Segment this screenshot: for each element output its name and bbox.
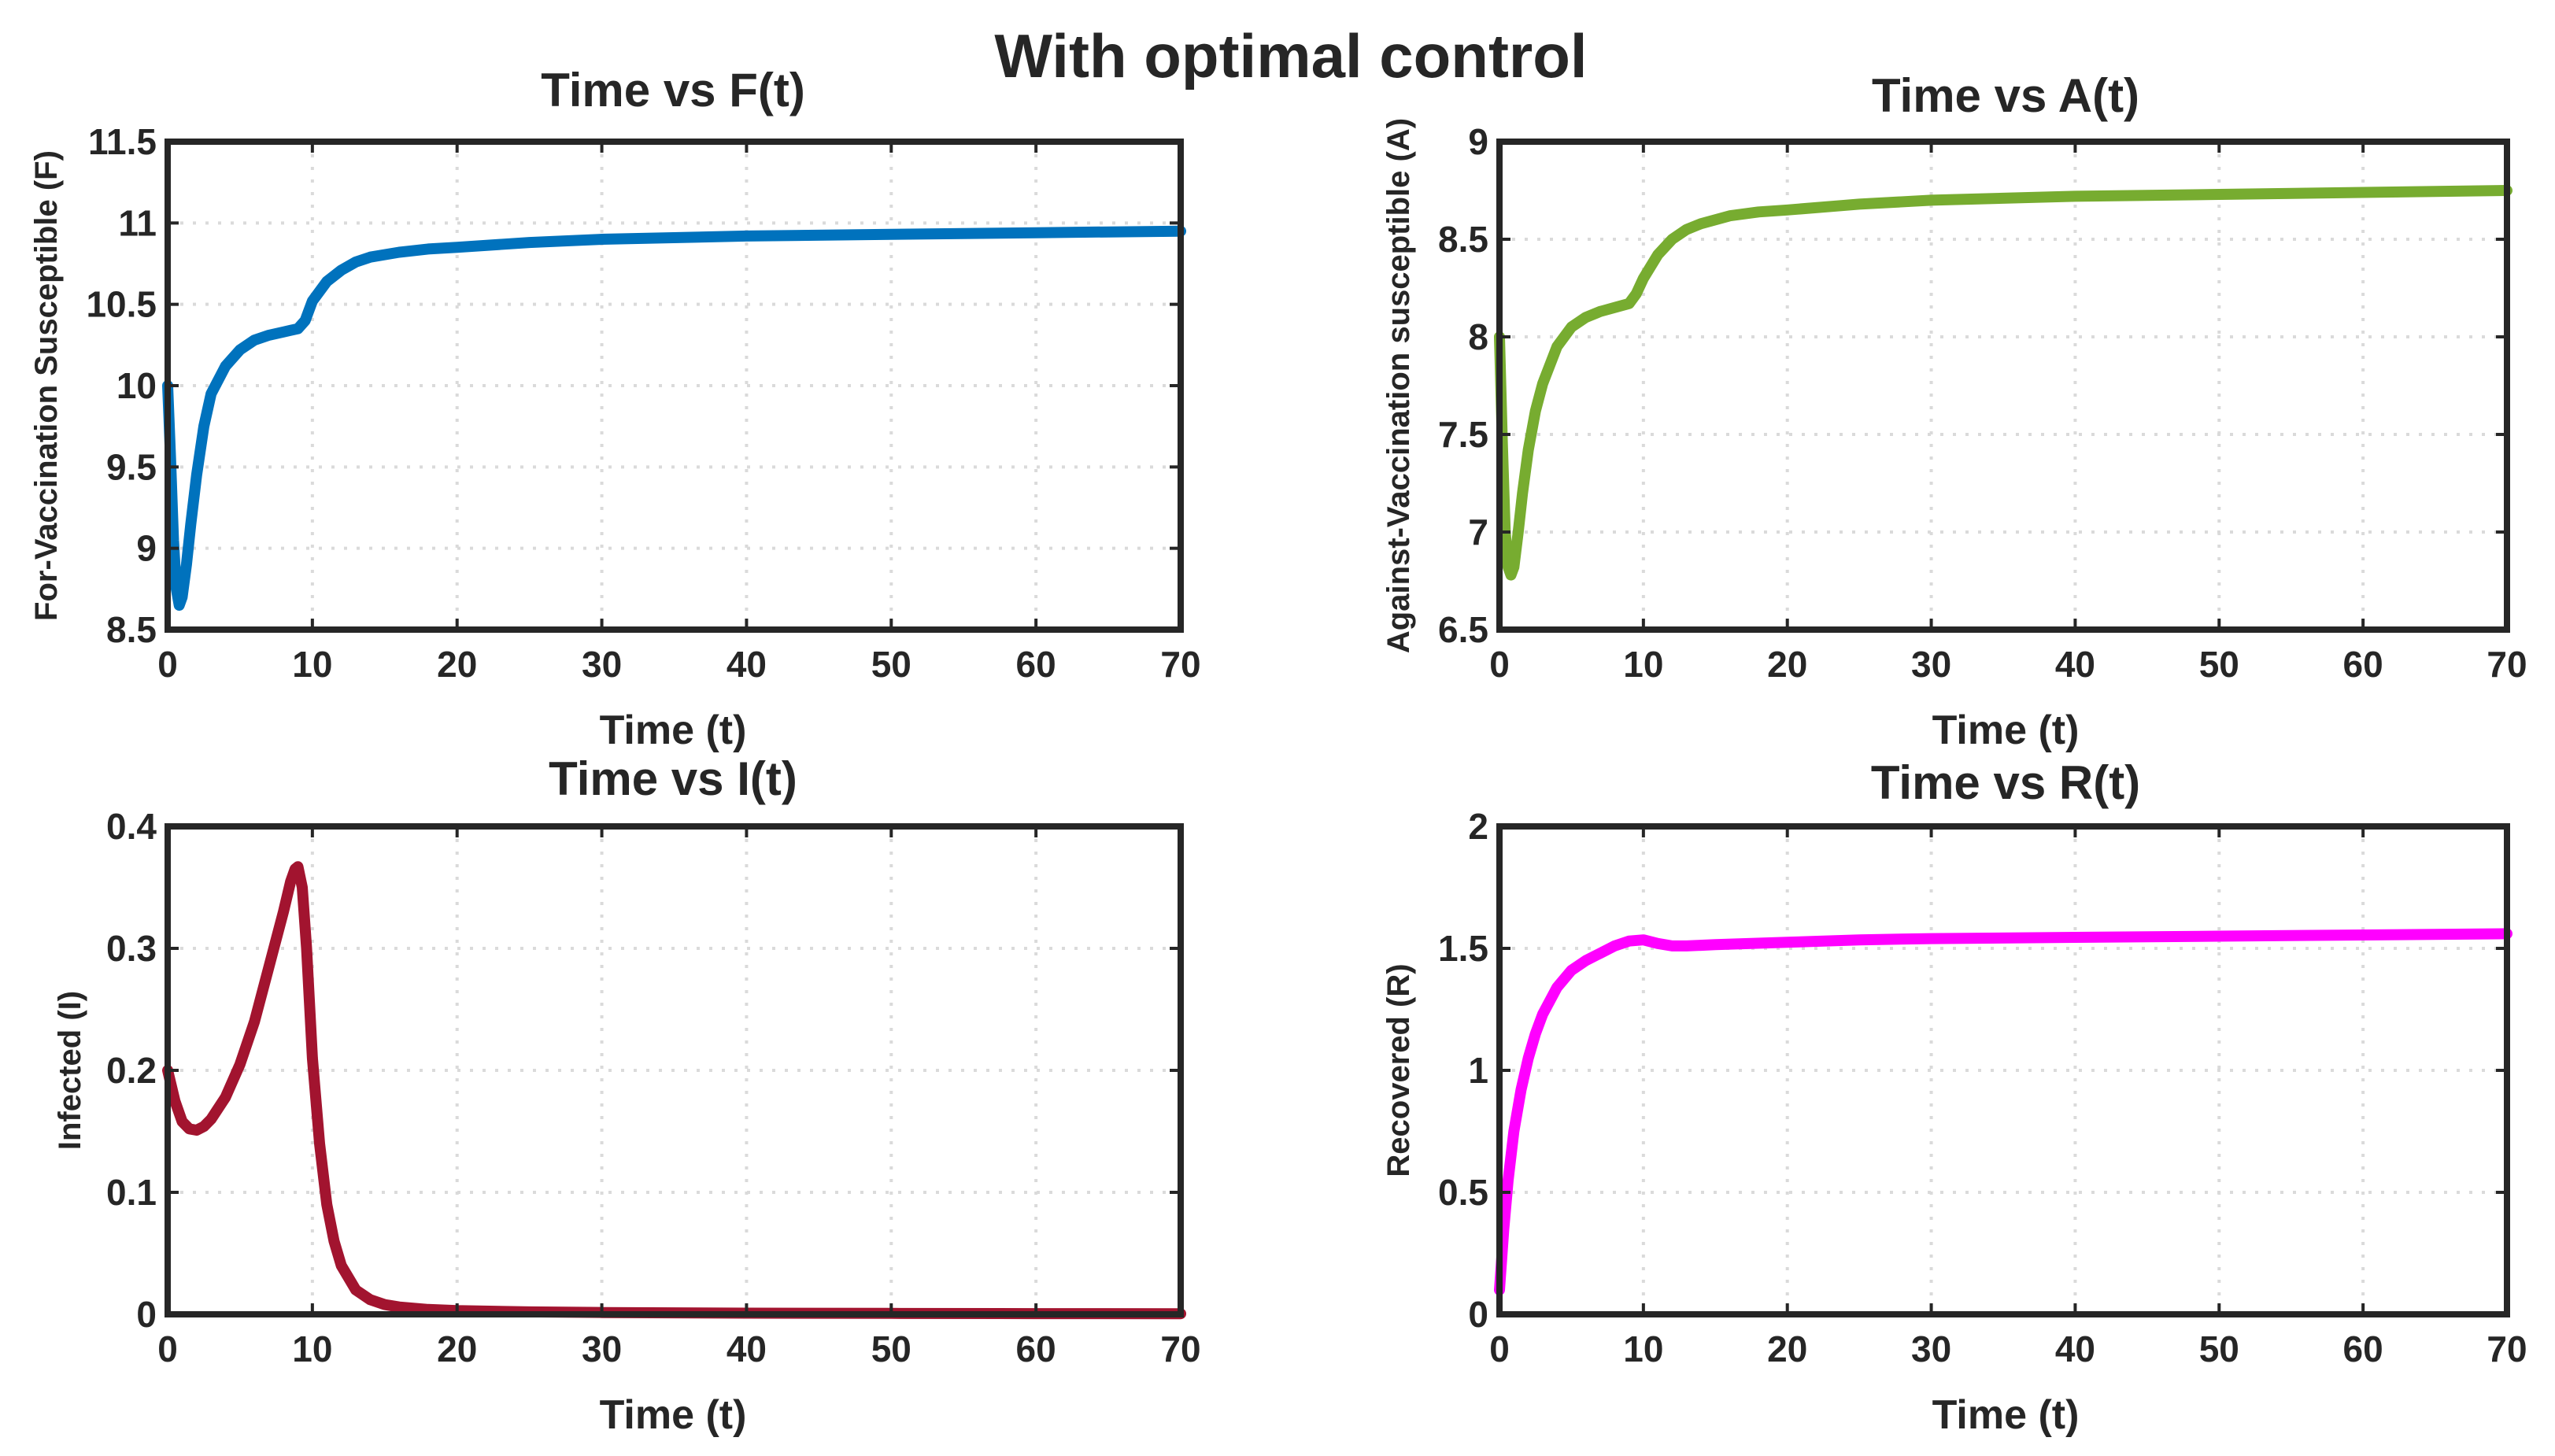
f-x-tick-label: 40 (727, 644, 767, 685)
a-x-tick-label: 60 (2343, 644, 2383, 685)
a-y-tick-label: 8 (1468, 316, 1488, 357)
r-x-axis-label: Time (t) (1932, 1392, 2080, 1438)
f-x-tick-label: 70 (1160, 644, 1200, 685)
f-y-tick-label: 9 (136, 528, 157, 569)
i-y-tick-label: 0 (136, 1294, 157, 1335)
r-y-tick-label: 0.5 (1438, 1172, 1488, 1213)
a-y-tick-label: 7.5 (1438, 414, 1488, 455)
r-x-tick-label: 50 (2199, 1329, 2239, 1369)
i-y-tick-label: 0.3 (106, 928, 157, 969)
r-x-tick-label: 40 (2055, 1329, 2095, 1369)
f-x-tick-label: 0 (157, 644, 178, 685)
r-y-tick-label: 1 (1468, 1050, 1488, 1091)
f-x-tick-label: 50 (871, 644, 911, 685)
r-x-tick-label: 60 (2343, 1329, 2383, 1369)
a-y-tick-label: 7 (1468, 512, 1488, 552)
i-x-tick-label: 70 (1160, 1329, 1200, 1369)
a-y-axis-label: Against-Vaccination susceptible (A) (1381, 118, 1416, 653)
i-x-tick-label: 60 (1016, 1329, 1056, 1369)
a-x-tick-label: 10 (1623, 644, 1663, 685)
r-series-line (1494, 928, 2512, 1295)
i-y-tick-label: 0.1 (106, 1172, 157, 1213)
a-plot-area (1499, 142, 2507, 630)
a-chart-title: Time vs A(t) (1872, 69, 2139, 122)
f-y-tick-label: 11 (118, 202, 157, 243)
figure-suptitle: With optimal control (994, 21, 1587, 91)
f-y-tick-label: 10 (116, 365, 157, 406)
a-y-tick-label: 8.5 (1438, 219, 1488, 260)
i-chart-title: Time vs I(t) (549, 752, 797, 805)
r-x-tick-label: 10 (1623, 1329, 1663, 1369)
r-x-tick-label: 70 (2487, 1329, 2527, 1369)
i-x-tick-label: 50 (871, 1329, 911, 1369)
f-y-tick-label: 8.5 (106, 609, 157, 650)
a-y-tick-label: 6.5 (1438, 609, 1488, 650)
a-x-axis-label: Time (t) (1932, 708, 2080, 753)
f-y-tick-label: 11.5 (88, 121, 157, 162)
i-x-tick-label: 10 (292, 1329, 332, 1369)
f-x-tick-label: 10 (292, 644, 332, 685)
r-x-tick-label: 20 (1767, 1329, 1807, 1369)
f-x-tick-label: 30 (582, 644, 622, 685)
a-x-tick-label: 40 (2055, 644, 2095, 685)
subplot-r-panel: 0 10 20 30 40 50 60 70 0 0.5 1 1.5 2 Time vs R(t) Time… (1381, 756, 2527, 1438)
i-y-tick-label: 0.2 (106, 1050, 157, 1091)
a-x-tick-label: 0 (1489, 644, 1510, 685)
a-x-tick-label: 70 (2487, 644, 2527, 685)
a-x-tick-label: 30 (1911, 644, 1951, 685)
i-x-tick-label: 0 (157, 1329, 178, 1369)
f-x-tick-label: 20 (437, 644, 477, 685)
r-y-tick-label: 2 (1468, 806, 1488, 847)
i-x-axis-label: Time (t) (600, 1392, 747, 1438)
subplot-a-panel: 0 10 20 30 40 50 60 70 6.5 7 7.5 8 8.5 9 Time vs A(t) T… (1381, 69, 2527, 753)
a-y-tick-label: 9 (1468, 121, 1488, 162)
i-x-tick-label: 40 (727, 1329, 767, 1369)
i-axes-box (165, 823, 1184, 1317)
f-axes-box (165, 139, 1184, 633)
a-series-line (1494, 185, 2512, 581)
r-x-tick-label: 30 (1911, 1329, 1951, 1369)
f-x-tick-label: 60 (1016, 644, 1056, 685)
r-y-tick-label: 0 (1468, 1294, 1488, 1335)
f-y-tick-label: 10.5 (86, 284, 157, 325)
i-x-tick-label: 20 (437, 1329, 477, 1369)
r-x-tick-label: 0 (1489, 1329, 1510, 1369)
f-y-tick-label: 9.5 (106, 446, 157, 487)
r-chart-title: Time vs R(t) (1871, 756, 2140, 809)
r-y-axis-label: Recovered (R) (1381, 963, 1416, 1177)
subplot-f-panel: 0 10 20 30 40 50 60 70 8.5 9 9.5 10 10.5 11 11.5 Time v… (29, 64, 1201, 753)
r-axes-box (1496, 823, 2510, 1317)
i-x-tick-label: 30 (582, 1329, 622, 1369)
r-y-tick-label: 1.5 (1438, 928, 1488, 969)
i-y-axis-label: Infected (I) (53, 991, 87, 1150)
a-x-tick-label: 20 (1767, 644, 1807, 685)
f-x-axis-label: Time (t) (600, 708, 747, 753)
subplot-i-panel: 0 10 20 30 40 50 60 70 0 0.1 0.2 0.3 0.4 Time vs I(t)… (53, 752, 1201, 1438)
f-series-line (162, 225, 1186, 611)
a-axes-box (1496, 139, 2510, 633)
f-chart-title: Time vs F(t) (541, 64, 805, 116)
f-y-axis-label: For-Vaccination Susceptible (F) (29, 150, 64, 621)
a-x-tick-label: 50 (2199, 644, 2239, 685)
i-y-tick-label: 0.4 (106, 806, 157, 847)
